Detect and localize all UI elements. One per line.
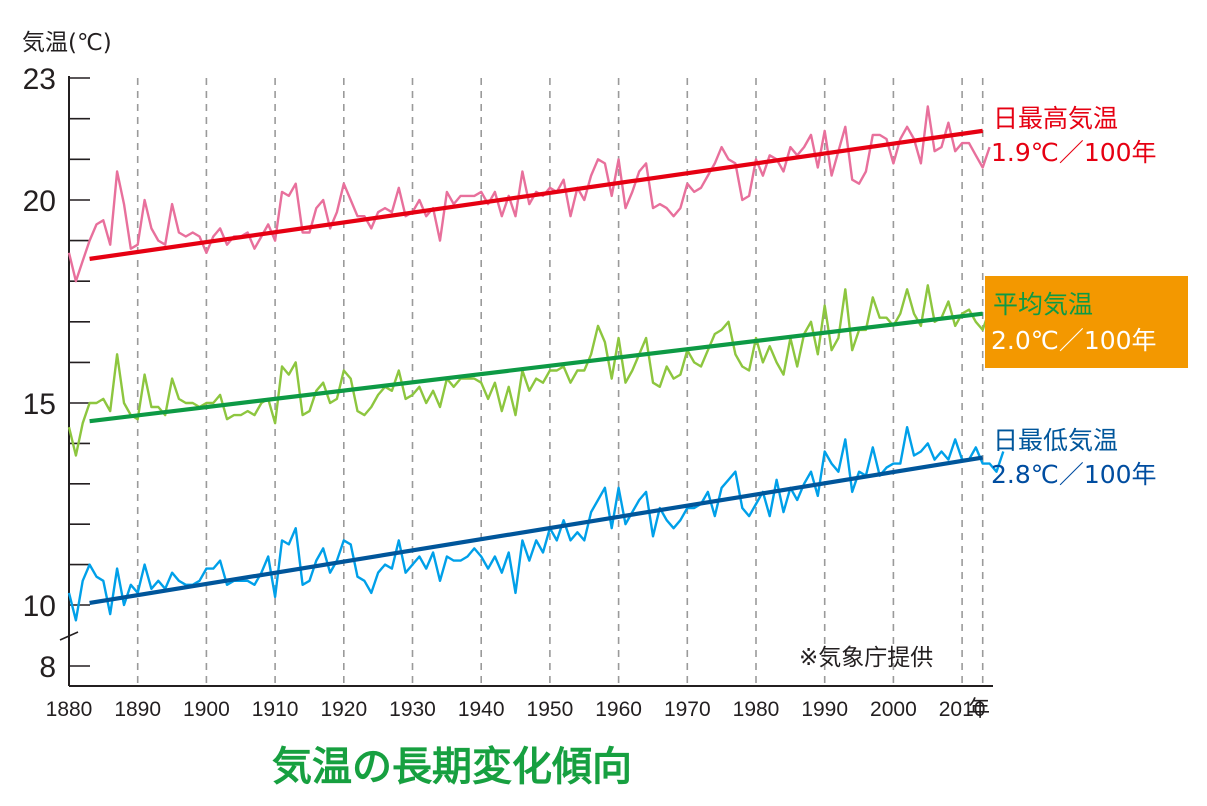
x-tick-label-2000: 2000 xyxy=(870,698,917,721)
legend-min-temp-trend: 2.8℃／100年 xyxy=(991,460,1157,489)
legend-max-temp-trend: 1.9℃／100年 xyxy=(991,138,1157,167)
legend-max-temp: 日最高気温 1.9℃／100年 xyxy=(991,104,1157,167)
series-line-min-temp xyxy=(67,426,1005,622)
series-line-mean-temp xyxy=(67,284,991,457)
y-axis-label: 気温(℃) xyxy=(22,30,112,56)
y-tick-label-23: 23 xyxy=(23,63,56,96)
legend-mean-temp-trend: 2.0℃／100年 xyxy=(991,326,1157,355)
x-tick-label-1880: 1880 xyxy=(46,698,93,721)
legend-max-temp-name: 日最高気温 xyxy=(993,104,1118,133)
x-axis-unit: 年 xyxy=(968,697,990,722)
x-tick-label-1900: 1900 xyxy=(183,698,230,721)
y-tick-labels: 23 20 15 10 8 xyxy=(23,63,56,684)
y-tick-marks xyxy=(59,77,90,667)
trend-line-min-temp xyxy=(89,455,984,606)
x-tick-label-1950: 1950 xyxy=(527,698,574,721)
axes xyxy=(68,76,993,687)
x-tick-label-1920: 1920 xyxy=(320,698,367,721)
series-lines xyxy=(67,105,1005,622)
x-tick-label-1940: 1940 xyxy=(458,698,505,721)
x-tick-label-2010: 2010 xyxy=(939,698,986,721)
grid-lines xyxy=(136,78,984,686)
x-tick-label-1910: 1910 xyxy=(252,698,299,721)
legend-min-temp: 日最低気温 2.8℃／100年 xyxy=(991,426,1157,489)
source-note: ※気象庁提供 xyxy=(799,645,933,671)
trend-lines xyxy=(89,128,984,606)
y-tick-label-8: 8 xyxy=(39,651,56,684)
x-tick-labels: 1880 1890 1900 1910 1920 1930 1940 1950 1960 1970… xyxy=(46,698,986,721)
y-tick-label-10: 10 xyxy=(23,590,56,623)
legend-min-temp-name: 日最低気温 xyxy=(993,426,1118,455)
x-tick-label-1980: 1980 xyxy=(733,698,780,721)
legend-mean-temp: 平均気温 2.0℃／100年 xyxy=(985,276,1188,368)
y-tick-label-15: 15 xyxy=(23,388,56,421)
legend-mean-temp-bg xyxy=(985,276,1188,368)
x-tick-label-1960: 1960 xyxy=(595,698,642,721)
chart-title: 気温の長期変化傾向 xyxy=(272,744,632,790)
x-tick-label-1890: 1890 xyxy=(114,698,161,721)
x-tick-label-1970: 1970 xyxy=(664,698,711,721)
series-line-max-temp xyxy=(67,105,991,283)
axis-break-mark-1 xyxy=(59,631,79,641)
trend-line-max-temp xyxy=(89,128,984,261)
y-tick-label-20: 20 xyxy=(23,185,56,218)
legend-mean-temp-name: 平均気温 xyxy=(993,290,1093,319)
trend-line-mean-temp xyxy=(89,311,983,424)
x-tick-label-1930: 1930 xyxy=(389,698,436,721)
x-tick-label-1990: 1990 xyxy=(801,698,848,721)
